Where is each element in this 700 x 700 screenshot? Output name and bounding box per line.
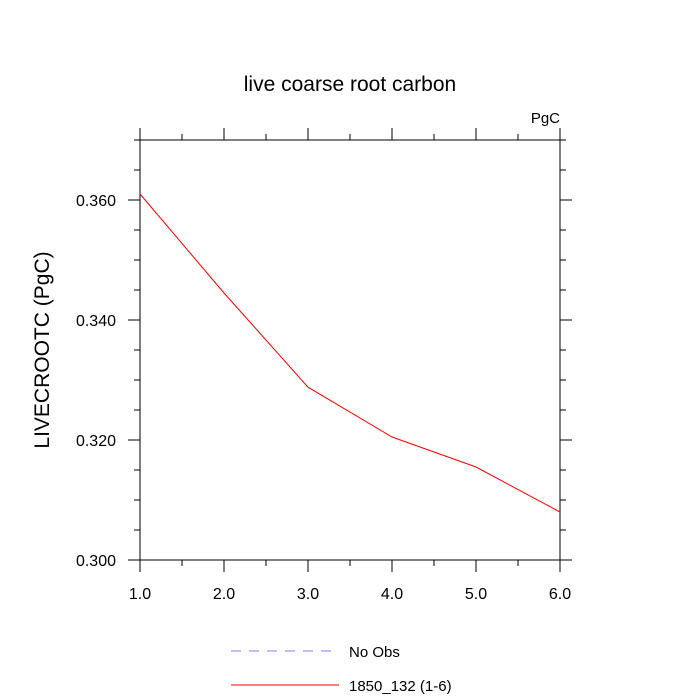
axes: 1.0 2.0 3.0 4.0 5.0 6.0 0.300 0.320 0.340 0.360 (76, 128, 572, 603)
legend-label: 1850_132 (1-6) (349, 678, 452, 695)
chart-title: live coarse root carbon (244, 73, 456, 96)
x-tick-label: 2.0 (213, 586, 235, 603)
x-tick-label: 3.0 (297, 586, 319, 603)
units-label: PgC (531, 110, 560, 127)
y-tick-label: 0.320 (76, 433, 116, 450)
x-tick-label: 5.0 (465, 586, 487, 603)
series-line (139, 193, 561, 513)
plot-frame (139, 139, 561, 561)
legend-label: No Obs (349, 644, 400, 661)
y-tick-label: 0.360 (76, 193, 116, 210)
y-axis-label: LIVECROOTC (PgC) (31, 251, 54, 448)
x-tick-label: 6.0 (549, 586, 571, 603)
x-tick-label: 1.0 (129, 586, 151, 603)
legend: No Obs 1850_132 (1-6) (231, 644, 452, 695)
y-tick-label: 0.340 (76, 313, 116, 330)
y-tick-label: 0.300 (76, 553, 116, 570)
x-tick-label: 4.0 (381, 586, 403, 603)
series-layer (139, 193, 561, 513)
